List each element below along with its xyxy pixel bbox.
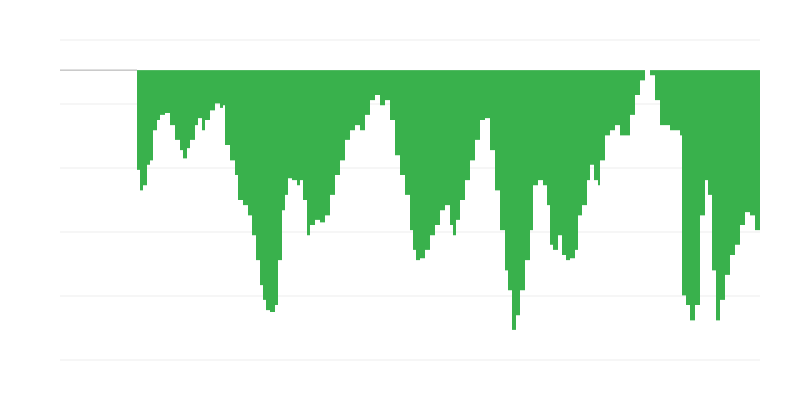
drawdown-area [137,70,760,330]
